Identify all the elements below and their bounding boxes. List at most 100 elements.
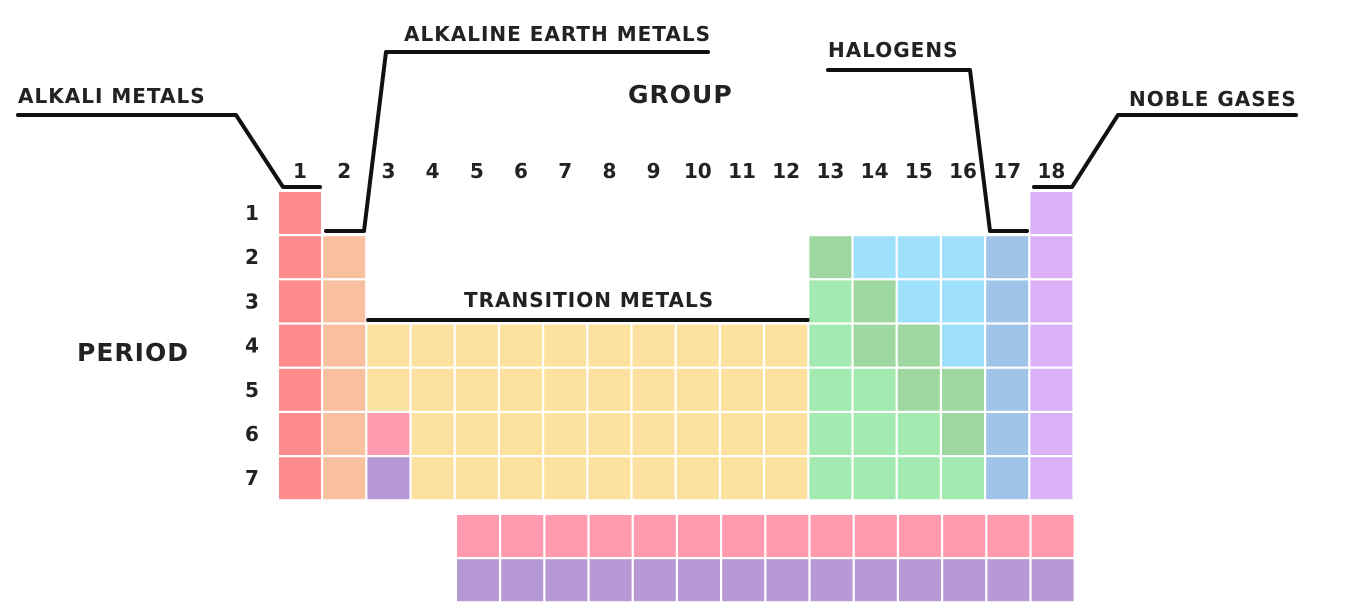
actinide-cell-13 [987,559,1030,602]
main-table-cells [279,192,1073,500]
element-cell-p6-g11 [721,413,763,455]
element-cell-p2-g16 [942,236,984,279]
element-cell-p7-g4 [411,457,454,500]
lanthanide-cell-12 [943,515,986,557]
element-cell-p4-g5 [455,324,498,367]
element-cell-p6-g4 [411,413,454,455]
element-cell-p6-g17 [986,413,1029,455]
element-cell-p4-g13 [809,324,852,367]
element-cell-p2-g13 [809,236,852,279]
element-cell-p7-g17 [986,457,1029,500]
alkali-metals-leader-line [16,113,322,189]
element-cell-p2-g1 [279,236,321,279]
element-cell-p6-g3 [367,413,410,455]
element-cell-p7-g14 [853,457,896,500]
element-cell-p6-g2 [323,413,366,455]
element-cell-p7-g5 [455,457,498,500]
lanthanide-cell-13 [987,515,1030,557]
element-cell-p6-g12 [765,413,808,455]
group-axis-title: GROUP [628,80,733,109]
element-cell-p4-g16 [942,324,984,367]
element-cell-p6-g15 [897,413,940,455]
group-number-13: 13 [816,159,844,183]
element-cell-p7-g12 [765,457,808,500]
element-cell-p6-g1 [279,413,321,455]
element-cell-p3-g18 [1030,280,1073,323]
actinide-cell-9 [810,559,853,602]
element-cell-p2-g2 [323,236,366,279]
group-number-18: 18 [1037,159,1065,183]
element-cell-p7-g18 [1030,457,1073,500]
transition-metals-label: TRANSITION METALS [464,288,714,312]
element-cell-p5-g1 [279,368,321,411]
lanthanide-cell-1 [457,515,499,557]
element-cell-p1-g1 [279,192,321,234]
group-number-14: 14 [861,159,889,183]
element-cell-p5-g13 [809,368,852,411]
group-number-3: 3 [381,159,395,183]
element-cell-p4-g10 [676,324,719,367]
element-cell-p6-g5 [455,413,498,455]
group-number-9: 9 [647,159,661,183]
lanthanide-cell-2 [501,515,544,557]
element-cell-p5-g9 [632,368,675,411]
element-cell-p5-g6 [500,368,542,411]
element-cell-p4-g2 [323,324,366,367]
element-cell-p6-g10 [676,413,719,455]
element-cell-p5-g16 [942,368,984,411]
group-number-16: 16 [949,159,977,183]
element-cell-p7-g1 [279,457,321,500]
element-cell-p5-g14 [853,368,896,411]
alkaline-earth-metals-label: ALKALINE EARTH METALS [404,22,711,46]
element-cell-p5-g7 [544,368,587,411]
actinide-cell-8 [766,559,809,602]
period-number-2: 2 [245,245,259,269]
actinide-cell-5 [633,559,676,602]
element-cell-p7-g9 [632,457,675,500]
noble-gases-leader-line [1032,113,1298,189]
element-cell-p7-g3 [367,457,410,500]
period-number-6: 6 [245,422,259,446]
element-cell-p4-g9 [632,324,675,367]
element-cell-p5-g3 [367,368,410,411]
element-cell-p2-g15 [897,236,940,279]
element-cell-p5-g5 [455,368,498,411]
actinide-cell-10 [854,559,897,602]
element-cell-p5-g8 [588,368,631,411]
element-cell-p7-g6 [500,457,542,500]
element-cell-p7-g8 [588,457,631,500]
element-cell-p6-g14 [853,413,896,455]
element-cell-p4-g15 [897,324,940,367]
element-cell-p5-g17 [986,368,1029,411]
lanthanide-cell-4 [589,515,632,557]
lanthanide-cell-3 [545,515,588,557]
group-number-1: 1 [293,159,307,183]
element-cell-p3-g1 [279,280,321,323]
group-number-15: 15 [905,159,933,183]
element-cell-p4-g7 [544,324,587,367]
element-cell-p4-g4 [411,324,454,367]
element-cell-p5-g4 [411,368,454,411]
lanthanide-cell-6 [678,515,720,557]
lanthanide-cell-5 [633,515,676,557]
element-cell-p7-g15 [897,457,940,500]
element-cell-p6-g13 [809,413,852,455]
actinide-cell-4 [589,559,632,602]
lanthanide-cell-9 [810,515,853,557]
element-cell-p5-g11 [721,368,763,411]
element-cell-p2-g14 [853,236,896,279]
lanthanide-cell-8 [766,515,809,557]
element-cell-p3-g13 [809,280,852,323]
element-cell-p7-g2 [323,457,366,500]
element-cell-p6-g9 [632,413,675,455]
element-cell-p4-g17 [986,324,1029,367]
group-number-12: 12 [772,159,800,183]
halogens-leader-line [826,68,1029,233]
lanthanide-cell-11 [899,515,941,557]
group-number-8: 8 [602,159,616,183]
group-number-11: 11 [728,159,756,183]
group-number-2: 2 [337,159,351,183]
group-number-6: 6 [514,159,528,183]
alkali-metals-label: ALKALI METALS [18,84,206,108]
